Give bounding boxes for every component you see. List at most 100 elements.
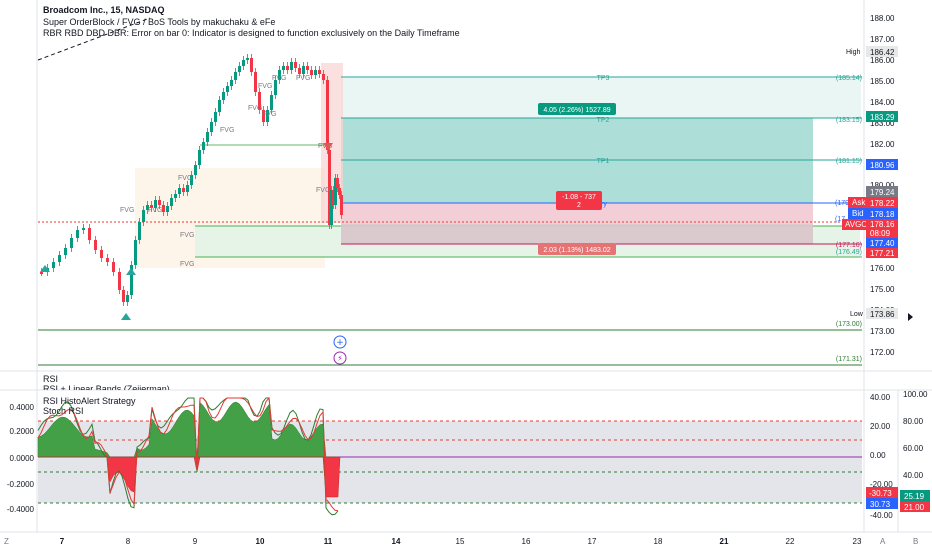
- candle-body: [290, 62, 293, 70]
- ask-label: Ask: [852, 198, 866, 207]
- candle-body: [106, 258, 109, 262]
- time-axis[interactable]: 7 8 9 10 11 14 15 16 17 18 21 22 23: [60, 537, 862, 546]
- rsi-pane-subtitle[interactable]: RSI + Linear Bands (Zeiierman): [43, 384, 170, 390]
- candle-body: [234, 72, 237, 80]
- symbol-title[interactable]: Broadcom Inc., 15, NASDAQ: [43, 5, 165, 15]
- last-green-tag: [866, 111, 898, 122]
- candle-body: [330, 190, 333, 225]
- candle-body: [166, 206, 169, 212]
- loss-overlap: [341, 224, 813, 244]
- high-tag: [866, 46, 898, 57]
- dashed-trendline[interactable]: [37, 17, 151, 61]
- timezone-button[interactable]: Z: [4, 537, 9, 546]
- tp1-tag-value: 180.96: [870, 161, 895, 170]
- time-tick: 22: [786, 537, 795, 546]
- current-pnl-sub: 2: [577, 202, 581, 209]
- fvg-tag: FVG: [220, 127, 234, 134]
- histogram-positive: [37, 401, 340, 458]
- osc-green-tag: [900, 490, 930, 501]
- histogram-negative: [38, 456, 341, 498]
- candle-body: [174, 194, 177, 198]
- tp3-label: TP3: [597, 75, 610, 82]
- high-label: High: [846, 49, 861, 56]
- high-value: 186.42: [870, 48, 895, 57]
- lightning-circle-icon[interactable]: [333, 351, 347, 365]
- cursor-arrow-icon[interactable]: [908, 313, 913, 321]
- time-tick: 14: [392, 537, 401, 546]
- plus-circle-icon[interactable]: [333, 335, 347, 349]
- sell-signal-icon: [323, 143, 333, 150]
- stoch-d-line: [37, 396, 339, 512]
- grey-tag-value: 179.24: [870, 188, 895, 197]
- candle-body: [64, 248, 67, 255]
- osc-title-2[interactable]: Stoch RSI: [43, 406, 84, 416]
- osc-far-tick: 80.00: [903, 417, 924, 426]
- indicator-legend-1[interactable]: Super OrderBlock / FVG / BoS Tools by ma…: [43, 17, 276, 27]
- avgo-label-tag: [842, 219, 866, 230]
- auto-scale-button[interactable]: A: [880, 537, 886, 546]
- osc-blue-value: 30.73: [870, 500, 891, 509]
- candle-body: [198, 150, 201, 165]
- osc-red2-tag: [900, 501, 930, 512]
- time-tick: 17: [588, 537, 597, 546]
- fvg-tag: FVG: [258, 83, 272, 90]
- osc-title-1[interactable]: RSI HistoAlert Strategy: [43, 396, 136, 406]
- blue2-tag: [866, 238, 898, 248]
- candle-body: [82, 228, 85, 230]
- candle-body: [58, 255, 61, 262]
- price-tick: 173.00: [870, 327, 895, 336]
- osc-far-tick: 100.00: [903, 390, 928, 399]
- osc-left-tick: 0.0000: [10, 454, 35, 463]
- entry-label: try: [599, 201, 607, 208]
- candle-body: [338, 188, 341, 195]
- loss-badge: [538, 243, 616, 255]
- candle-body: [298, 68, 301, 74]
- loss-label: 2.03 (1.13%) 1483.02: [543, 247, 610, 254]
- avgo-value: 178.16: [870, 220, 895, 229]
- tp2-price: (183.15): [836, 117, 862, 124]
- fvg-tag: FVG: [120, 207, 134, 214]
- bid-value: 178.18: [870, 210, 895, 219]
- indicator-legend-2[interactable]: RBR RBD DBD DBR: Error on bar 0: Indicat…: [43, 28, 460, 38]
- entry-price-2: (17: [835, 216, 845, 223]
- price-tick: 186.00: [870, 56, 895, 65]
- buy-signal-icon: [121, 313, 131, 320]
- candle-body: [186, 185, 189, 192]
- fvg-tag: FVG: [272, 75, 286, 82]
- candle-body: [282, 66, 285, 70]
- candle-body: [302, 66, 305, 74]
- tp2-label: TP2: [597, 117, 610, 124]
- osc-right-tick: -40.00: [870, 511, 893, 520]
- candle-body: [158, 200, 161, 205]
- last-green-value: 183.29: [870, 113, 895, 122]
- candle-body: [122, 290, 125, 302]
- fvg-tag: FVG: [248, 105, 262, 112]
- candle-body: [246, 58, 249, 60]
- time-tick: 15: [456, 537, 465, 546]
- candle-body: [210, 122, 213, 132]
- candle-body: [258, 92, 261, 110]
- price-tick: 176.00: [870, 264, 895, 273]
- candle-body: [318, 70, 321, 74]
- buy-signal-icon: [40, 265, 50, 272]
- current-pnl-badge: [556, 191, 602, 210]
- price-tick: 187.00: [870, 35, 895, 44]
- time-tick: 21: [720, 537, 729, 546]
- low-label: Low: [850, 311, 864, 318]
- profit-badge: [538, 103, 616, 115]
- candle-body: [230, 80, 233, 86]
- rsi-pane-title[interactable]: RSI: [43, 374, 59, 384]
- price-tick: 180.00: [870, 181, 895, 190]
- candle-body: [138, 222, 141, 240]
- candle-body: [266, 110, 269, 122]
- candle-body: [126, 295, 129, 302]
- plus-glyph: +: [336, 338, 344, 348]
- fvg-tag: FVG: [316, 187, 330, 194]
- ask-tag: [866, 197, 898, 208]
- candlestick-series[interactable]: [40, 54, 343, 306]
- fvg-tag: FVG: [180, 232, 194, 239]
- bid-tag: [866, 208, 898, 219]
- scale-b-button[interactable]: B: [913, 537, 919, 546]
- candle-body: [226, 86, 229, 92]
